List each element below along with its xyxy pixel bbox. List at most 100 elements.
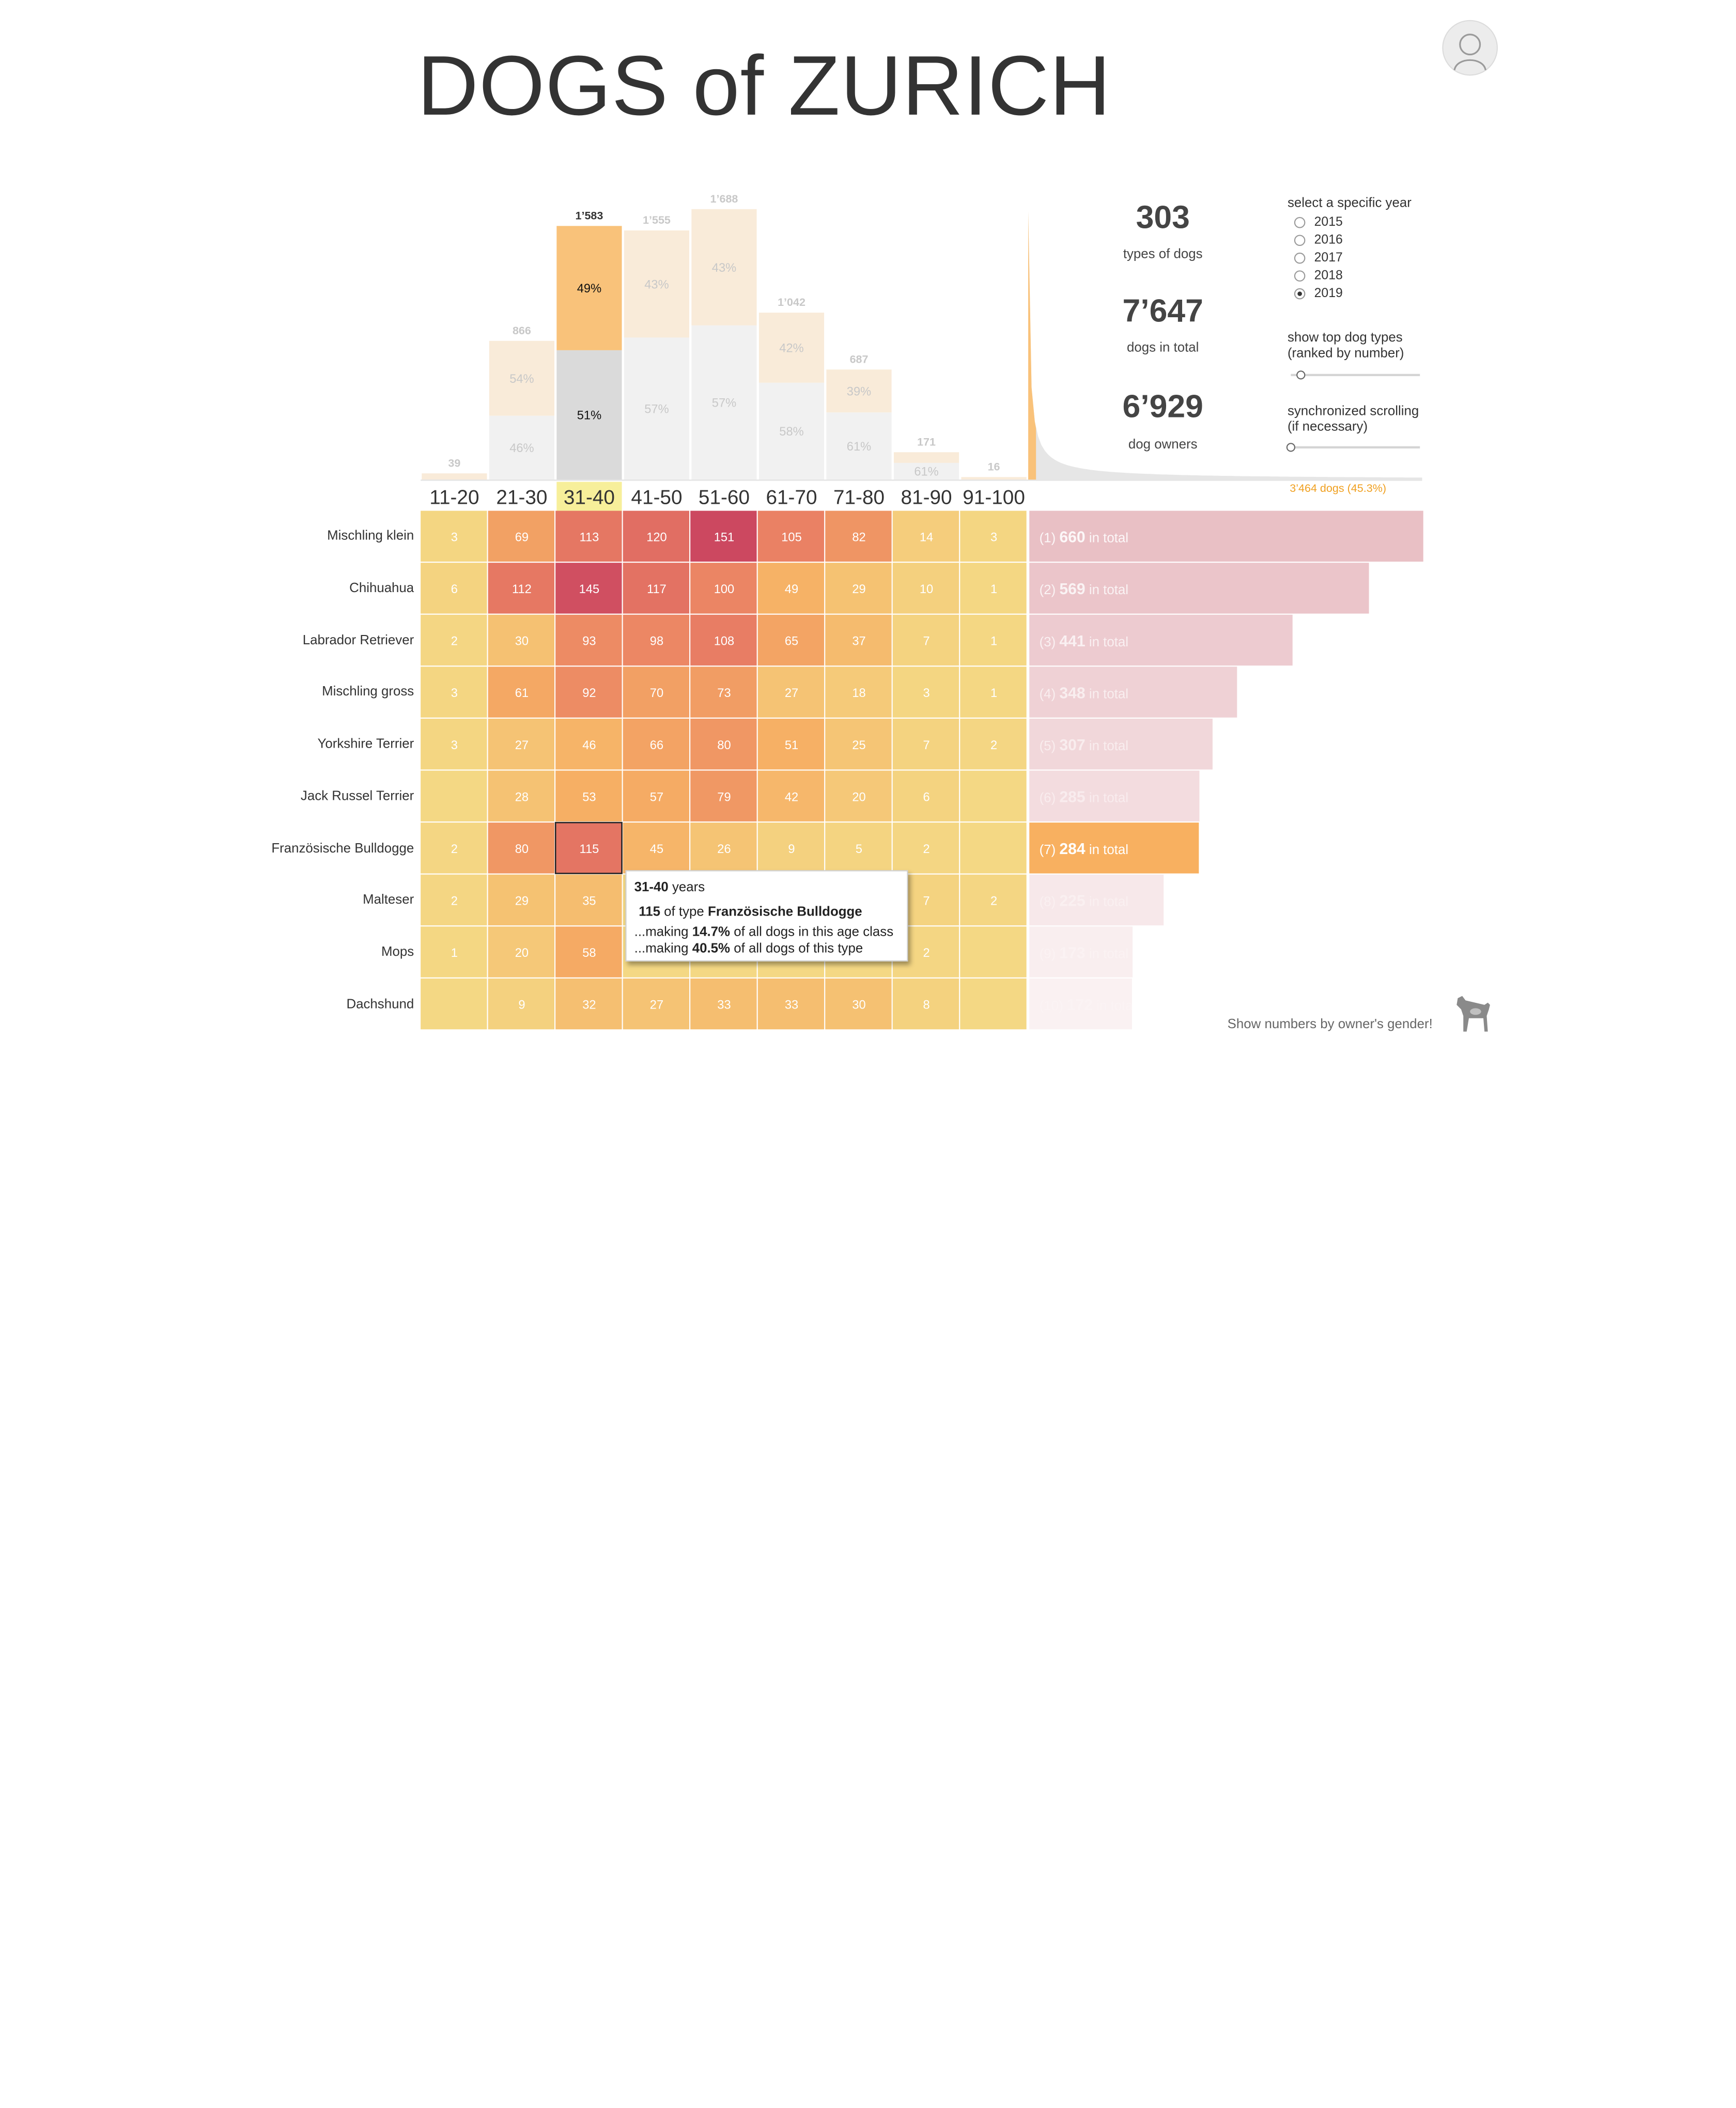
- radio-icon[interactable]: [1294, 216, 1306, 228]
- breed-total-bar[interactable]: [1029, 770, 1200, 822]
- heatmap-cell[interactable]: [555, 823, 622, 874]
- heatmap-cell[interactable]: [825, 770, 892, 822]
- radio-icon[interactable]: [1294, 252, 1306, 264]
- heatmap-cell[interactable]: [825, 667, 892, 718]
- heatmap-cell[interactable]: [623, 978, 690, 1030]
- sync-scroll-slider[interactable]: [1291, 446, 1420, 448]
- breed-total-bar[interactable]: [1029, 874, 1164, 926]
- heatmap-cell[interactable]: [757, 563, 825, 614]
- heatmap-cell[interactable]: [690, 978, 757, 1030]
- heatmap-cell[interactable]: [825, 510, 892, 562]
- heatmap-cell[interactable]: [488, 874, 555, 926]
- heatmap-cell[interactable]: [757, 823, 825, 874]
- breed-label[interactable]: Mischling klein: [327, 528, 414, 544]
- heatmap-cell[interactable]: [555, 770, 622, 822]
- radio-icon[interactable]: [1294, 235, 1306, 246]
- heatmap-cell[interactable]: [488, 978, 555, 1030]
- top-types-slider[interactable]: [1291, 374, 1420, 376]
- heatmap-cell[interactable]: [960, 823, 1027, 874]
- heatmap-cell[interactable]: [421, 563, 487, 614]
- heatmap-cell[interactable]: [892, 770, 959, 822]
- breed-total-bar[interactable]: [1029, 563, 1369, 614]
- breed-total-bar[interactable]: [1029, 926, 1133, 978]
- year-option[interactable]: 2016: [1294, 231, 1343, 249]
- heatmap-cell[interactable]: [690, 823, 757, 874]
- heatmap-cell[interactable]: [960, 614, 1027, 666]
- heatmap-cell[interactable]: [690, 770, 757, 822]
- user-avatar-icon[interactable]: [1442, 20, 1498, 76]
- radio-selected-icon[interactable]: [1294, 288, 1306, 300]
- heatmap-cell[interactable]: [825, 823, 892, 874]
- heatmap-cell[interactable]: [757, 978, 825, 1030]
- breed-total-bar[interactable]: [1029, 510, 1423, 562]
- year-option[interactable]: 2015: [1294, 214, 1343, 231]
- heatmap-cell[interactable]: [960, 978, 1027, 1030]
- heatmap-cell[interactable]: [421, 823, 487, 874]
- heatmap-cell[interactable]: [825, 614, 892, 666]
- heatmap-cell[interactable]: [892, 510, 959, 562]
- heatmap-cell[interactable]: [555, 614, 622, 666]
- heatmap-cell[interactable]: [555, 874, 622, 926]
- breed-label[interactable]: Mops: [381, 943, 414, 959]
- heatmap-cell[interactable]: [690, 510, 757, 562]
- breed-label[interactable]: Französische Bulldogge: [271, 840, 414, 856]
- breed-total-bar[interactable]: [1029, 823, 1199, 874]
- heatmap-cell[interactable]: [421, 978, 487, 1030]
- heatmap-cell[interactable]: [960, 874, 1027, 926]
- heatmap-cell[interactable]: [555, 510, 622, 562]
- heatmap-cell[interactable]: [690, 563, 757, 614]
- heatmap-cell[interactable]: [623, 614, 690, 666]
- breed-total-bar[interactable]: [1029, 978, 1132, 1030]
- heatmap-cell[interactable]: [555, 563, 622, 614]
- heatmap-cell[interactable]: [690, 667, 757, 718]
- heatmap-cell[interactable]: [488, 823, 555, 874]
- heatmap-cell[interactable]: [488, 718, 555, 770]
- breed-total-bar[interactable]: [1029, 667, 1237, 718]
- breed-total-bar[interactable]: [1029, 614, 1293, 666]
- heatmap-cell[interactable]: [421, 770, 487, 822]
- heatmap-cell[interactable]: [960, 510, 1027, 562]
- heatmap-cell[interactable]: [825, 563, 892, 614]
- breed-label[interactable]: Labrador Retriever: [302, 631, 414, 647]
- heatmap-cell[interactable]: [488, 770, 555, 822]
- heatmap-cell[interactable]: [555, 926, 622, 978]
- year-option[interactable]: 2017: [1294, 249, 1343, 267]
- heatmap-cell[interactable]: [488, 926, 555, 978]
- heatmap-cell[interactable]: [892, 667, 959, 718]
- heatmap-cell[interactable]: [757, 770, 825, 822]
- heatmap-cell[interactable]: [623, 718, 690, 770]
- heatmap-cell[interactable]: [623, 823, 690, 874]
- top-types-slider-knob[interactable]: [1296, 370, 1306, 380]
- heatmap-cell[interactable]: [960, 667, 1027, 718]
- heatmap-cell[interactable]: [757, 614, 825, 666]
- breed-label[interactable]: Chihuahua: [349, 580, 414, 596]
- heatmap-cell[interactable]: [757, 718, 825, 770]
- heatmap-cell[interactable]: [892, 563, 959, 614]
- heatmap-cell[interactable]: [623, 770, 690, 822]
- dog-icon[interactable]: [1453, 994, 1498, 1042]
- gender-toggle-link[interactable]: Show numbers by owner's gender!: [1227, 1016, 1433, 1032]
- breed-label[interactable]: Mischling gross: [322, 684, 414, 700]
- breed-total-bar[interactable]: [1029, 718, 1213, 770]
- heatmap-cell[interactable]: [421, 614, 487, 666]
- heatmap-cell[interactable]: [960, 770, 1027, 822]
- heatmap-cell[interactable]: [892, 823, 959, 874]
- heatmap-cell[interactable]: [757, 667, 825, 718]
- heatmap-cell[interactable]: [555, 718, 622, 770]
- heatmap-cell[interactable]: [488, 667, 555, 718]
- breed-label[interactable]: Jack Russel Terrier: [300, 787, 414, 803]
- heatmap-cell[interactable]: [690, 614, 757, 666]
- heatmap-cell[interactable]: [690, 718, 757, 770]
- breed-label[interactable]: Dachshund: [346, 995, 414, 1012]
- sync-scroll-slider-knob[interactable]: [1286, 443, 1296, 452]
- breed-label[interactable]: Malteser: [363, 891, 414, 907]
- heatmap-cell[interactable]: [825, 978, 892, 1030]
- heatmap-cell[interactable]: [892, 614, 959, 666]
- heatmap-cell[interactable]: [488, 614, 555, 666]
- heatmap-cell[interactable]: [623, 667, 690, 718]
- heatmap-cell[interactable]: [960, 563, 1027, 614]
- heatmap-cell[interactable]: [892, 978, 959, 1030]
- heatmap-cell[interactable]: [488, 563, 555, 614]
- year-option[interactable]: 2019: [1294, 285, 1343, 302]
- heatmap-cell[interactable]: [892, 718, 959, 770]
